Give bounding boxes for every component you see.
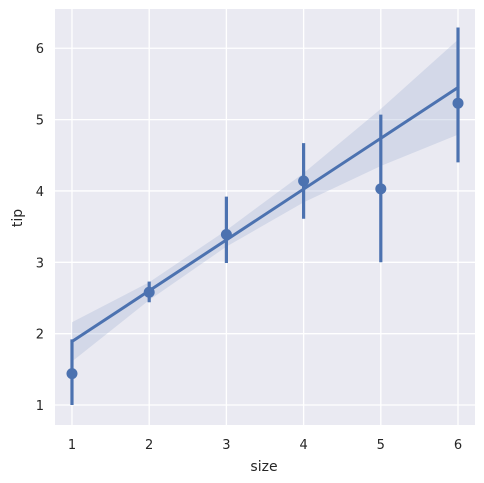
y-tick-label: 6 [36, 42, 44, 57]
x-tick-label: 6 [454, 438, 462, 453]
data-point [66, 368, 78, 380]
data-points [66, 97, 464, 380]
data-point [375, 183, 387, 195]
y-tick-label: 2 [36, 328, 44, 343]
x-tick-label: 3 [222, 438, 230, 453]
data-point [452, 97, 464, 109]
y-tick-label: 3 [36, 256, 44, 271]
data-point [143, 286, 155, 298]
regression-line [70, 85, 460, 344]
confidence-band-area [71, 39, 459, 362]
y-axis-ticks: 1 2 3 4 5 6 [36, 42, 44, 414]
x-tick-label: 1 [68, 438, 76, 453]
y-axis-label: tip [10, 209, 26, 227]
y-tick-label: 1 [36, 399, 44, 414]
plot-background [55, 9, 475, 425]
data-point [220, 228, 232, 240]
regression-line-group [70, 85, 460, 344]
y-tick-label: 4 [36, 185, 44, 200]
x-tick-label: 5 [377, 438, 385, 453]
x-axis-ticks: 1 2 3 4 5 6 [68, 438, 462, 453]
data-point [298, 175, 310, 187]
confidence-band [71, 39, 459, 362]
x-tick-label: 2 [145, 438, 153, 453]
y-tick-label: 5 [36, 114, 44, 129]
x-axis-label: size [250, 459, 277, 475]
x-tick-label: 4 [299, 438, 307, 453]
